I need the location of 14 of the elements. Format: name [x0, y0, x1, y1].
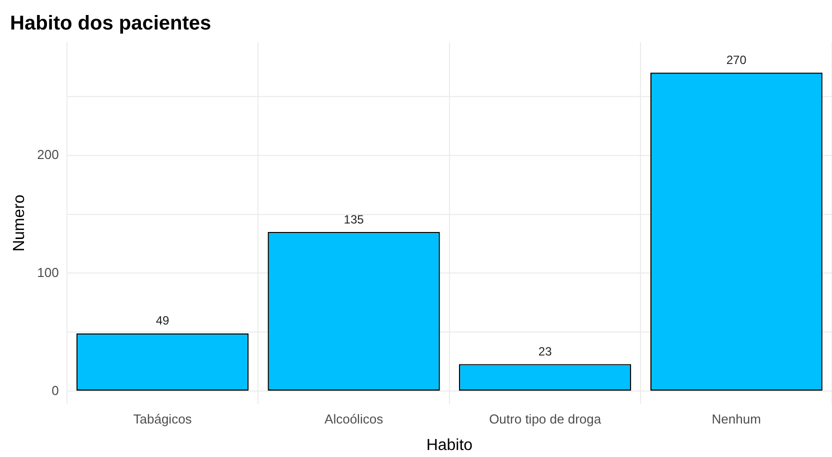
y-tick-label: 100	[37, 264, 59, 280]
x-axis-title: Habito	[426, 436, 473, 454]
chart-title: Habito dos pacientes	[10, 12, 212, 35]
x-tick-label: Nenhum	[712, 412, 761, 427]
x-tick-label: Outro tipo de droga	[489, 412, 602, 427]
y-axis-title: Numero	[11, 194, 28, 252]
data-label: 49	[156, 314, 170, 328]
y-tick-label: 0	[52, 382, 59, 398]
data-label: 135	[344, 212, 364, 226]
x-tick-label: Tabágicos	[133, 412, 192, 427]
y-tick-label: 200	[37, 146, 59, 162]
data-label: 23	[538, 344, 552, 358]
x-tick-label: Alcoólicos	[324, 412, 384, 427]
data-label: 270	[726, 52, 747, 67]
